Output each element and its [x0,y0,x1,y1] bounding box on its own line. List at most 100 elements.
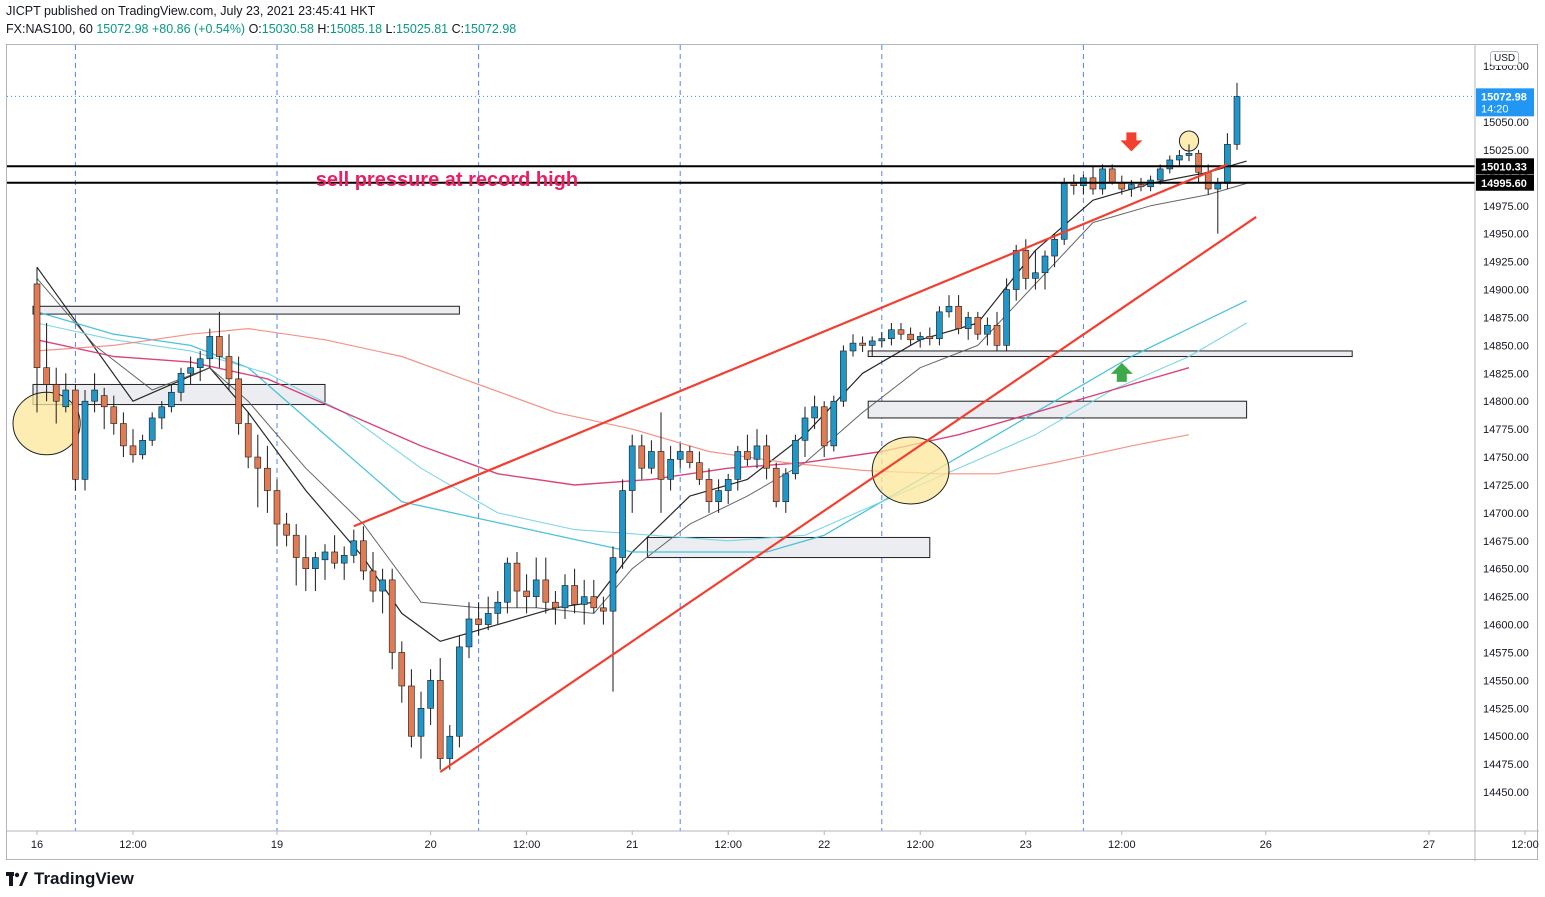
candle-body-25 [273,490,281,525]
candle-body-109 [1080,177,1087,186]
candle-body-59 [600,607,607,612]
candle-body-5 [81,400,89,480]
candle-body-119 [1176,155,1183,161]
candle-body-42 [436,680,444,759]
candle-body-34 [360,540,367,572]
candle-body-97 [964,317,972,329]
candle-body-118 [1166,159,1174,170]
candle-body-112 [1108,168,1116,183]
high-value: 15085.18 [329,22,383,36]
publisher-line: JICPT published on TradingView.com, July… [6,4,376,18]
open-value: 15030.58 [261,22,314,36]
candle-body-57 [580,596,588,605]
candle-body-105 [1041,255,1049,274]
candle-body-0 [33,283,41,369]
candle-body-44 [456,646,463,737]
candle-body-125 [1233,96,1241,145]
y-tick-label: 14800.00 [1483,396,1529,408]
y-tick-label: 14675.00 [1483,536,1529,548]
level-price-tag-value: 14995.60 [1481,178,1527,190]
candle-body-72 [724,479,732,491]
candle-body-106 [1051,238,1058,257]
candle-body-68 [686,451,694,463]
candle-body-66 [667,458,674,480]
candle-body-75 [753,445,761,460]
x-tick-label: 12:00 [714,839,742,851]
x-tick-label: 12:00 [119,839,147,851]
y-tick-label: 15025.00 [1483,145,1529,157]
trendline-0 [439,216,1257,773]
candle-body-124 [1224,144,1231,184]
candle-body-52 [532,579,540,597]
y-tick-label: 14650.00 [1483,564,1529,576]
candle-body-18 [206,336,214,360]
candle-body-103 [1022,250,1030,279]
candle-body-29 [312,557,319,570]
change-value: +80.86 (+0.54%) [151,22,246,36]
y-tick-label: 14950.00 [1483,229,1529,241]
candle-body-43 [446,735,454,759]
symbol-ohlc-line: FX:NAS100, 60 15072.98 +80.86 (+0.54%) O… [6,22,516,36]
plot-area: sell pressure at record high [7,45,1475,831]
candle-body-45 [465,618,473,648]
moving-average-teal_light [36,322,1247,542]
candle-body-3 [62,389,70,408]
candle-body-51 [523,590,530,597]
y-tick-label: 14925.00 [1483,257,1529,269]
candle-body-4 [72,389,79,480]
last-price-tag-value: 15072.98 [1481,91,1527,103]
y-tick-label: 14550.00 [1483,675,1529,687]
candle-body-84 [840,350,847,402]
y-tick-label: 14700.00 [1483,508,1529,520]
price-chart[interactable]: sell pressure at record high15100.001505… [7,45,1539,861]
candle-body-39 [408,685,415,737]
candle-body-67 [676,451,684,460]
highlight-ellipse-1 [871,436,950,505]
y-tick-label: 14525.00 [1483,703,1529,715]
candle-body-54 [552,601,559,609]
candle-body-81 [811,406,818,419]
candle-body-17 [196,358,204,369]
x-tick-label: 16 [31,839,43,851]
candle-body-22 [244,423,252,458]
candle-body-115 [1137,184,1145,188]
candle-body-120 [1185,152,1193,156]
x-tick-label: 23 [1020,839,1032,851]
candle-body-91 [907,333,914,341]
candle-body-90 [897,329,905,335]
highlight-ellipse-0 [12,391,81,456]
x-tick-label: 19 [271,839,283,851]
x-tick-label: 21 [626,839,638,851]
low-label: L: [385,22,396,36]
candle-body-79 [792,439,799,475]
candle-body-10 [129,445,137,456]
candle-body-13 [158,406,166,419]
currency-badge[interactable]: USD [1490,51,1520,66]
level-price-tag [1476,158,1534,175]
chart-frame[interactable]: sell pressure at record high 15100.00 1505… [6,44,1539,861]
candle-body-69 [696,462,703,480]
symbol-label: FX:NAS100, 60 [6,22,93,36]
candle-body-23 [254,456,262,469]
candle-body-80 [801,417,809,441]
candle-body-73 [734,451,742,480]
y-tick-label: 14475.00 [1483,759,1529,771]
candle-body-41 [427,680,434,709]
annotation-text: sell pressure at record high [316,169,578,191]
x-tick-label: 20 [424,839,436,851]
candle-body-53 [542,579,550,603]
candle-body-122 [1204,171,1212,190]
candle-body-30 [321,551,329,561]
candle-body-58 [590,596,598,609]
candle-body-77 [772,467,780,503]
high-label: H: [317,22,330,36]
candle-body-99 [984,324,991,335]
candle-body-26 [283,523,290,536]
last-price-tag [1476,88,1534,117]
candle-body-1 [43,367,50,385]
candle-body-7 [100,395,108,408]
down-arrow-icon [1120,132,1143,152]
candle-body-98 [974,317,982,335]
y-tick-label: 14575.00 [1483,647,1529,659]
candle-body-14 [168,391,175,408]
